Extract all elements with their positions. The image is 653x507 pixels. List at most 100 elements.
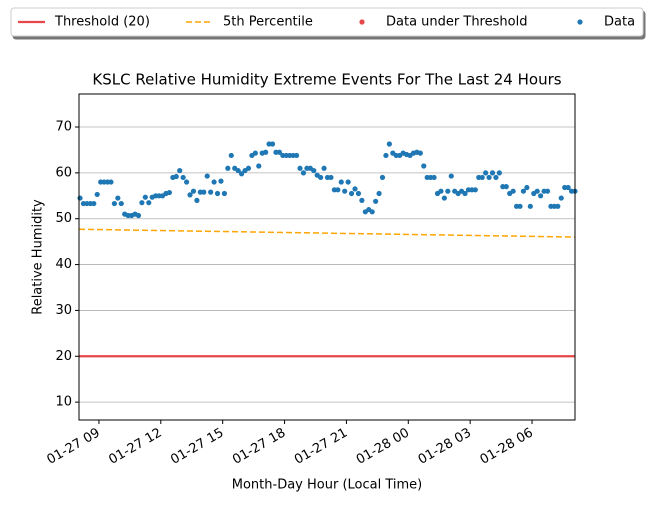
data-point [496, 170, 502, 176]
data-point [94, 191, 100, 198]
data-point [146, 200, 152, 206]
data-point [445, 188, 451, 194]
legend-label: Threshold (20) [54, 15, 150, 30]
x-tick-label: 01-28 03 [416, 426, 474, 468]
data-point [493, 174, 499, 181]
data-point [276, 149, 282, 155]
y-axis-label: Relative Humidity [31, 199, 46, 315]
data-point [221, 190, 227, 197]
data-point [555, 203, 561, 209]
legend-box [10, 7, 644, 37]
data-point [321, 165, 327, 171]
data-point [335, 187, 341, 193]
data-point [479, 174, 485, 181]
data-point [173, 173, 179, 180]
data-point [417, 150, 423, 156]
data-point [538, 193, 544, 199]
data-point [441, 195, 447, 201]
data-point [527, 203, 533, 209]
data-point [225, 165, 231, 171]
data-point [194, 197, 200, 203]
data-point [300, 170, 307, 176]
data-point [383, 152, 389, 159]
chart-title: KSLC Relative Humidity Extreme Events Fo… [92, 71, 561, 89]
data-point [342, 188, 348, 194]
data-point [211, 179, 217, 185]
y-tick-label: 50 [55, 211, 72, 226]
data-point [359, 197, 365, 203]
data-point [503, 184, 509, 190]
data-point [91, 200, 97, 207]
data-point [510, 188, 516, 194]
data-point [293, 152, 300, 159]
data-point [355, 190, 362, 197]
y-tick-label: 30 [55, 303, 72, 318]
data-point [111, 200, 118, 207]
data-point [235, 167, 241, 174]
y-tick-label: 20 [55, 349, 72, 364]
x-tick-label: 01-28 06 [478, 426, 536, 468]
data-point [376, 190, 382, 197]
data-point [201, 189, 207, 195]
data-point [448, 173, 454, 179]
data-point [180, 174, 186, 181]
data-point [166, 189, 173, 196]
data-point [318, 174, 324, 181]
data-point [218, 178, 224, 184]
data-point [517, 203, 523, 209]
y-tick-label: 10 [55, 395, 72, 410]
data-point [139, 200, 145, 206]
data-point [297, 165, 303, 171]
data-point [421, 163, 427, 169]
data-point [187, 192, 193, 198]
data-point [269, 141, 276, 147]
data-point [486, 174, 492, 181]
y-tick-label: 60 [55, 165, 72, 180]
data-point [369, 209, 375, 215]
data-point [77, 195, 83, 201]
legend-label: Data [604, 15, 635, 30]
x-tick-label: 01-27 12 [106, 426, 164, 468]
data-point [118, 200, 124, 207]
data-point [142, 194, 148, 200]
data-point [520, 188, 527, 194]
x-tick-label: 01-27 21 [292, 426, 350, 468]
data-point [338, 179, 344, 185]
data-point [348, 190, 355, 197]
data-point [328, 174, 334, 181]
data-point [431, 174, 437, 181]
data-point [524, 184, 530, 191]
data-point [386, 141, 392, 147]
data-point [489, 170, 496, 176]
plot-frame [78, 93, 576, 421]
data-point [462, 190, 468, 197]
x-tick-label: 01-27 09 [45, 426, 103, 468]
data-point [352, 186, 358, 192]
data-point [108, 179, 114, 185]
data-point [135, 212, 142, 219]
x-tick-label: 01-27 18 [230, 426, 288, 468]
y-tick-label: 70 [55, 120, 72, 135]
data-point [256, 163, 262, 169]
data-point [115, 195, 121, 201]
legend-label: Data under Threshold [386, 15, 527, 30]
data-point [558, 195, 564, 201]
legend-swatch [577, 19, 583, 25]
data-point [311, 167, 317, 174]
data-point [379, 174, 386, 181]
data-point [204, 173, 210, 179]
y-tick-label: 40 [55, 257, 72, 272]
data-point [565, 184, 571, 191]
threshold-line [78, 228, 576, 238]
data-point [544, 188, 551, 194]
data-point [483, 170, 489, 176]
data-point [177, 167, 183, 174]
legend-label: 5th Percentile [223, 15, 313, 30]
x-axis-label: Month-Day Hour (Local Time) [232, 478, 422, 493]
data-point [472, 187, 478, 193]
x-tick-label: 01-27 15 [168, 426, 226, 468]
data-point [208, 189, 214, 195]
data-point [345, 179, 351, 185]
data-point [534, 188, 540, 194]
